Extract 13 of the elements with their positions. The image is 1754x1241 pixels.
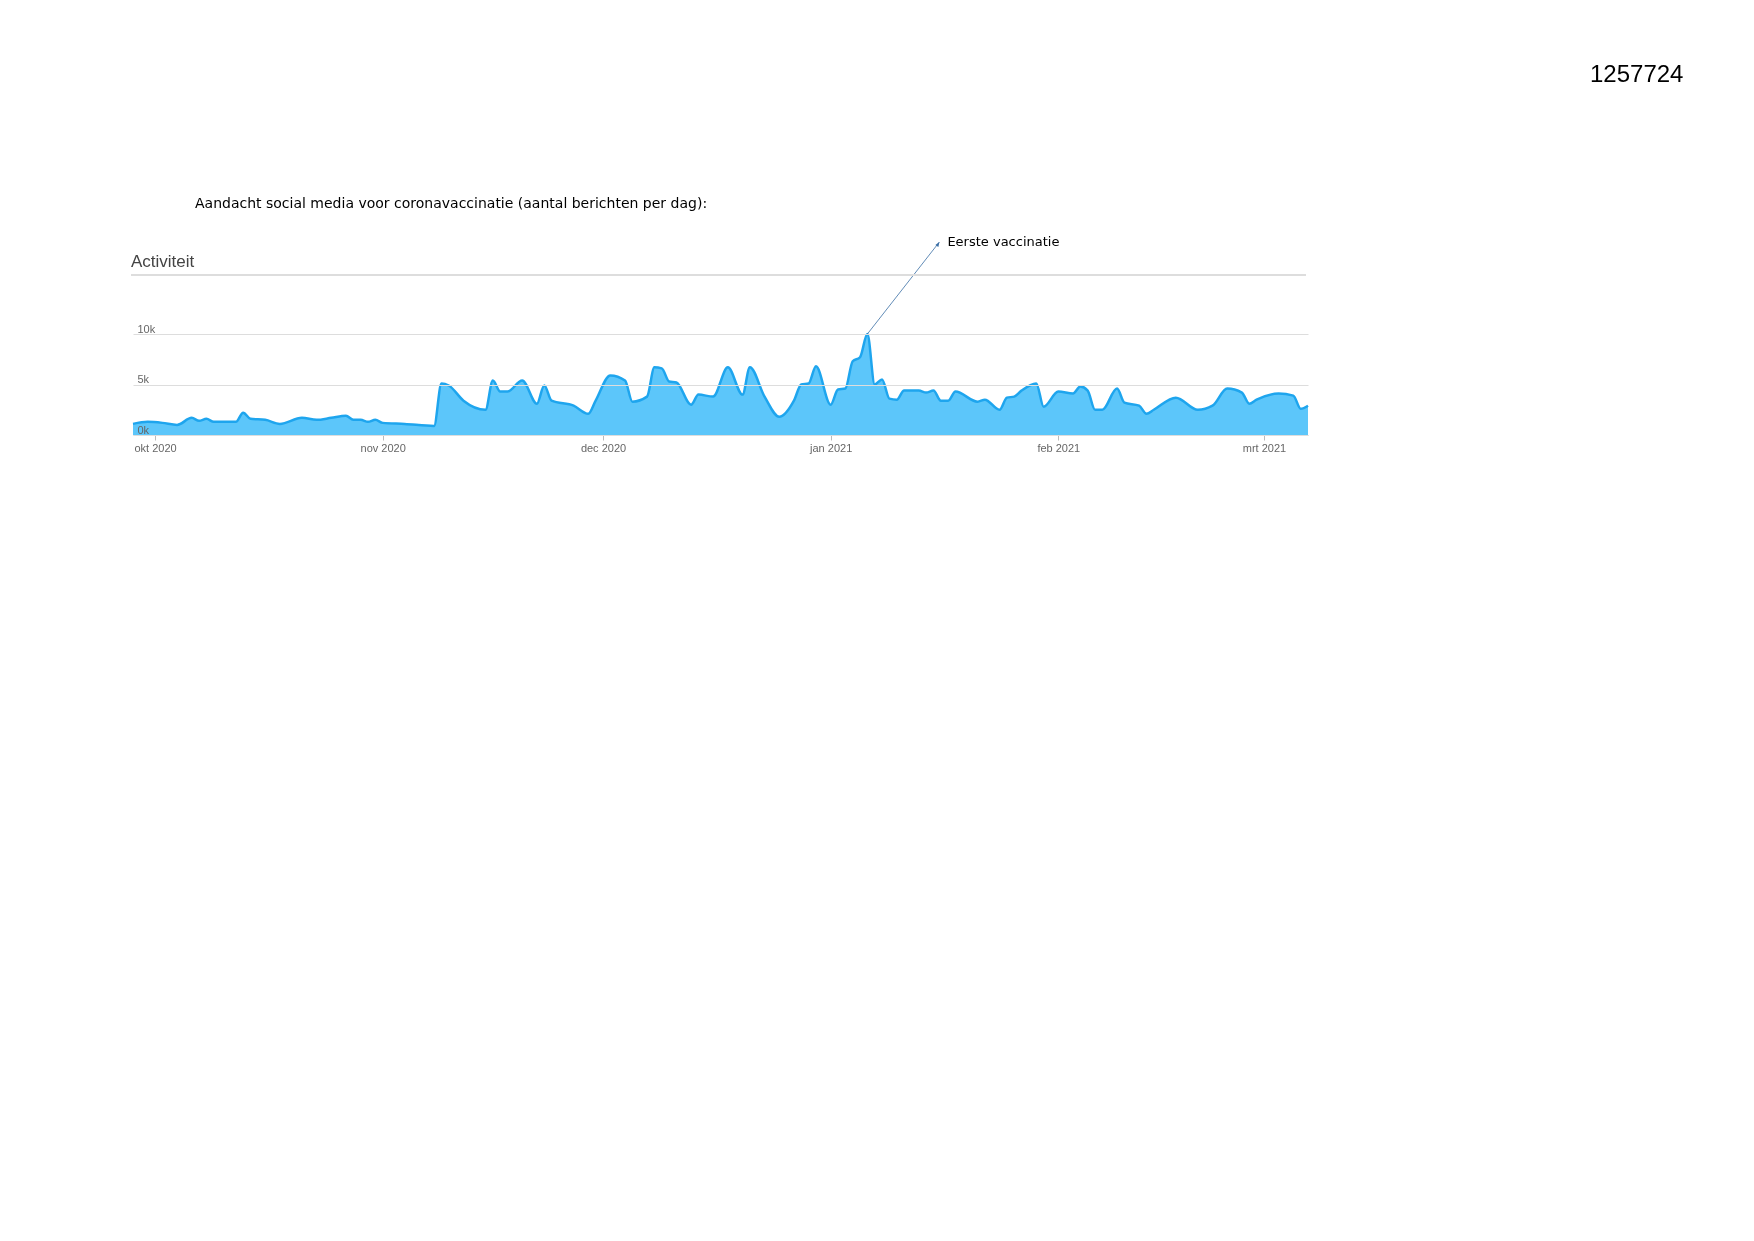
x-tick-label: jan 2021 bbox=[809, 441, 853, 454]
x-tick-label: feb 2021 bbox=[1037, 441, 1081, 454]
x-tick-label: mrt 2021 bbox=[1242, 441, 1287, 454]
chart-subtitle: Activiteit bbox=[131, 252, 1306, 276]
text: 1257724 bbox=[1590, 60, 1684, 88]
y-tick-label: 5k bbox=[137, 373, 150, 385]
annotation: Eerste vaccinatie bbox=[947, 233, 1060, 249]
y-tick-label: 0k bbox=[137, 423, 150, 436]
y-tick-label: 10k bbox=[137, 322, 156, 335]
x-tick-label: okt 2020 bbox=[134, 441, 177, 454]
chart-title: Aandacht social media voor coronavaccinatie (aantal berichten per dag): bbox=[195, 195, 708, 211]
x-tick-label: dec 2020 bbox=[580, 441, 627, 454]
x-tick-label: nov 2020 bbox=[360, 441, 406, 454]
